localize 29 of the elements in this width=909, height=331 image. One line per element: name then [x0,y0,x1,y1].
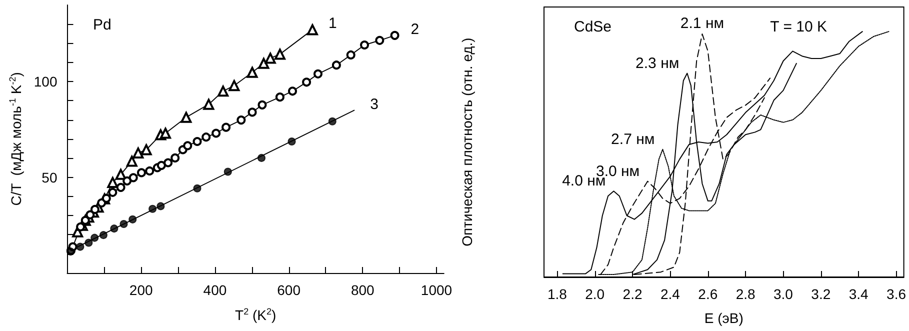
series-label: 2.3 нм [636,54,680,72]
x-tick-label: 2.2 [622,286,642,302]
series-label: 3 [370,96,379,113]
x-tick-label: 3.0 [774,286,794,302]
x-tick-label: 2.6 [698,286,718,302]
x-tick-label: 1.8 [547,286,568,302]
series-label: 2.7 нм [611,130,655,148]
x-tick-label: 400 [203,282,227,298]
y-axis-title: Оптическая плотность (отн. ед.) [459,38,475,246]
annotation: CdSe [574,18,612,36]
y-tick-label: 100 [34,74,58,90]
x-tick-label: 2.4 [660,286,680,302]
x-tick-label: 2.8 [736,286,756,302]
annotation: Pd [93,16,112,34]
x-tick-label: 3.2 [811,286,831,302]
x-tick-label: 200 [129,282,153,298]
y-tick-label: 50 [42,169,58,186]
x-tick-label: 2.0 [585,286,605,302]
y-axis-title: C/T (мДж моль-1 K-2) [8,72,24,206]
x-tick-label: 1000 [420,282,452,298]
x-tick-label: 600 [277,282,301,298]
series-label: 2 [410,20,420,38]
x-tick-label: 800 [350,282,375,298]
x-tick-label: 3.6 [886,286,906,302]
x-axis-title: E (эВ) [704,310,744,326]
x-tick-label: 3.4 [848,286,869,302]
annotation: T = 10 K [770,18,827,36]
series-label: 2.1 нм [680,15,724,32]
series-label: 1 [328,15,337,32]
